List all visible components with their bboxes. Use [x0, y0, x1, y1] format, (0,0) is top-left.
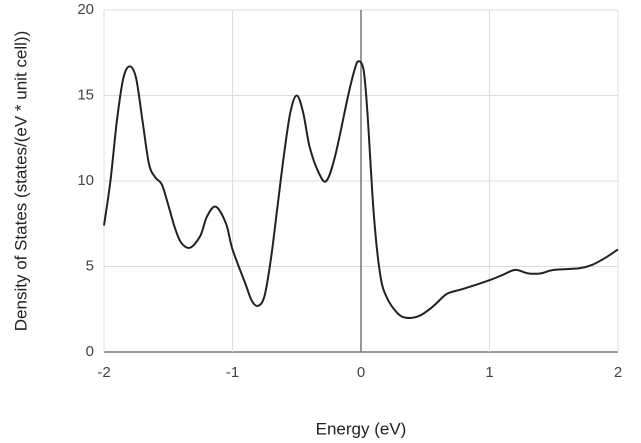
- y-axis-title: Density of States (states/(eV * unit cel…: [11, 31, 30, 331]
- x-tick-label: -1: [226, 364, 239, 381]
- x-axis-title: Energy (eV): [316, 419, 407, 438]
- x-tick-label: 1: [485, 364, 493, 381]
- y-tick-label: 5: [86, 257, 94, 274]
- y-tick-label: 10: [77, 172, 94, 189]
- line-series: [103, 60, 619, 320]
- y-tick-label: 20: [77, 1, 94, 18]
- x-tick-label: -2: [97, 364, 110, 381]
- y-tick-label: 15: [77, 86, 94, 103]
- x-tick-label: 0: [357, 364, 365, 381]
- x-tick-label: 2: [614, 364, 622, 381]
- y-tick-label: 0: [86, 343, 94, 360]
